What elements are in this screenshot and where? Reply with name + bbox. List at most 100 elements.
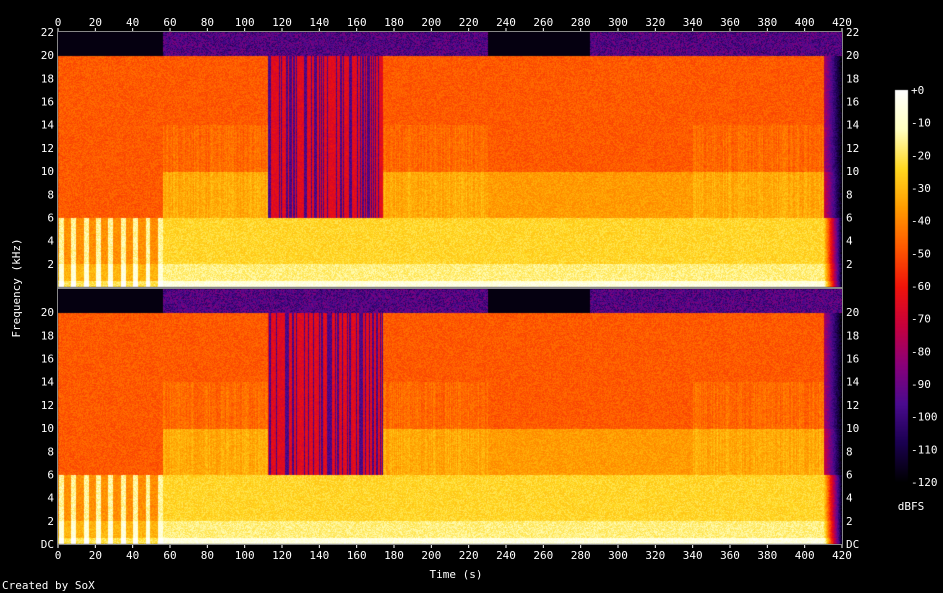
y-axis-left: 2 4 6 8 10 12 14 16 18 20 22 DC 2 4 6 8 10 12 14 16 18 20: [41, 26, 55, 551]
x-axis-label: Time (s): [430, 568, 483, 581]
y-tick-label-right: 2: [846, 258, 853, 271]
y-axis-label: Frequency (kHz): [10, 238, 23, 337]
y-tick-label-right: 6: [846, 468, 853, 481]
x-tick-label-bottom: 120: [272, 549, 292, 562]
y-tick-label-left: 20: [41, 49, 54, 62]
x-tick-label-top: 240: [496, 16, 516, 29]
x-tick-label-bottom: 340: [683, 549, 703, 562]
y-tick-label-left: 4: [47, 235, 54, 248]
y-tick-label-right: 8: [846, 445, 853, 458]
x-tick-label-top: 160: [347, 16, 367, 29]
x-tick-label-top: 80: [201, 16, 214, 29]
y-tick-label-left: 22: [41, 26, 54, 39]
x-tick-label-top: 200: [421, 16, 441, 29]
x-tick-label-bottom: 0: [55, 549, 62, 562]
x-tick-label-top: 300: [608, 16, 628, 29]
y-tick-label-right: 22: [846, 26, 859, 39]
y-tick-label-right: 6: [846, 211, 853, 224]
plot-frame-2: [57, 288, 843, 545]
colorbar-tick-label: -30: [911, 182, 931, 195]
x-tick-label-top: 120: [272, 16, 292, 29]
x-tick-label-bottom: 400: [795, 549, 815, 562]
colorbar-tick-label: -100: [911, 411, 938, 424]
colorbar-tick-label: -10: [911, 117, 931, 130]
x-tick-label-bottom: 40: [126, 549, 139, 562]
y-tick-label-right: 16: [846, 353, 859, 366]
colorbar-tick-label: -20: [911, 149, 931, 162]
credit-text: Created by SoX: [2, 579, 95, 592]
x-tick-label-top: 0: [55, 16, 62, 29]
y-tick-label-right: 14: [846, 376, 860, 389]
x-tick-label-bottom: 320: [645, 549, 665, 562]
y-tick-label-left: 14: [41, 376, 55, 389]
y-tick-label-left: 6: [47, 211, 54, 224]
y-tick-label-left: DC: [41, 538, 54, 551]
y-tick-label-right: 20: [846, 306, 859, 319]
colorbar-tick-label: -40: [911, 215, 931, 228]
y-tick-label-right: 10: [846, 422, 859, 435]
x-tick-label-bottom: 140: [309, 549, 329, 562]
colorbar-tick-label: -80: [911, 345, 931, 358]
x-tick-label-top: 420: [832, 16, 852, 29]
y-tick-label-left: 16: [41, 96, 54, 109]
x-tick-label-top: 260: [533, 16, 553, 29]
x-tick-label-bottom: 60: [163, 549, 176, 562]
y-tick-label-left: 2: [47, 515, 54, 528]
y-tick-label-left: 8: [47, 188, 54, 201]
x-tick-label-top: 60: [163, 16, 176, 29]
x-tick-label-top: 400: [795, 16, 815, 29]
y-tick-label-left: 12: [41, 142, 54, 155]
x-tick-label-bottom: 380: [757, 549, 777, 562]
x-tick-label-bottom: 100: [235, 549, 255, 562]
y-tick-label-left: 18: [41, 329, 54, 342]
y-tick-label-right: 10: [846, 165, 859, 178]
y-tick-label-right: 4: [846, 235, 853, 248]
x-tick-label-top: 280: [571, 16, 591, 29]
x-tick-label-top: 380: [757, 16, 777, 29]
x-tick-label-top: 220: [459, 16, 479, 29]
colorbar-tick-label: +0: [911, 84, 924, 97]
plot-frame-1: [57, 31, 843, 288]
x-axis-bottom: 0 20 40 60 80 100 120 140 160 180 200 220 240 260 280 3…: [55, 544, 852, 562]
y-tick-label-right: DC: [846, 538, 859, 551]
colorbar-tick-label: -60: [911, 280, 931, 293]
colorbar-tick-label: -110: [911, 443, 938, 456]
y-tick-label-right: 18: [846, 329, 859, 342]
colorbar-tick-label: -90: [911, 378, 931, 391]
x-tick-label-top: 180: [384, 16, 404, 29]
x-tick-label-bottom: 360: [720, 549, 740, 562]
y-tick-label-right: 18: [846, 72, 859, 85]
x-tick-label-top: 20: [89, 16, 102, 29]
x-tick-label-bottom: 240: [496, 549, 516, 562]
x-tick-label-top: 320: [645, 16, 665, 29]
colorbar-tick-label: -70: [911, 313, 931, 326]
x-tick-label-bottom: 160: [347, 549, 367, 562]
y-tick-label-left: 20: [41, 306, 54, 319]
y-tick-label-right: 12: [846, 399, 859, 412]
x-tick-label-top: 40: [126, 16, 139, 29]
y-tick-label-left: 12: [41, 399, 54, 412]
y-tick-label-right: 12: [846, 142, 859, 155]
x-tick-label-bottom: 420: [832, 549, 852, 562]
y-tick-label-left: 8: [47, 445, 54, 458]
x-tick-label-bottom: 300: [608, 549, 628, 562]
colorbar-tick-label: -120: [911, 476, 938, 489]
colorbar-tick-label: -50: [911, 247, 931, 260]
colorbar-ticks: +0 -10 -20 -30 -40 -50 -60 -70 -80 -90 -100 -110 -12…: [911, 84, 938, 489]
y-tick-label-left: 4: [47, 492, 54, 505]
y-tick-label-right: 2: [846, 515, 853, 528]
x-tick-label-bottom: 220: [459, 549, 479, 562]
y-tick-label-left: 10: [41, 422, 54, 435]
y-tick-label-left: 16: [41, 353, 54, 366]
y-tick-label-left: 18: [41, 72, 54, 85]
x-tick-label-bottom: 180: [384, 549, 404, 562]
y-tick-label-right: 14: [846, 119, 860, 132]
x-tick-label-top: 360: [720, 16, 740, 29]
y-tick-label-left: 6: [47, 468, 54, 481]
x-tick-label-bottom: 80: [201, 549, 214, 562]
x-tick-label-top: 340: [683, 16, 703, 29]
colorbar-label: dBFS: [898, 500, 925, 513]
y-tick-label-right: 4: [846, 492, 853, 505]
